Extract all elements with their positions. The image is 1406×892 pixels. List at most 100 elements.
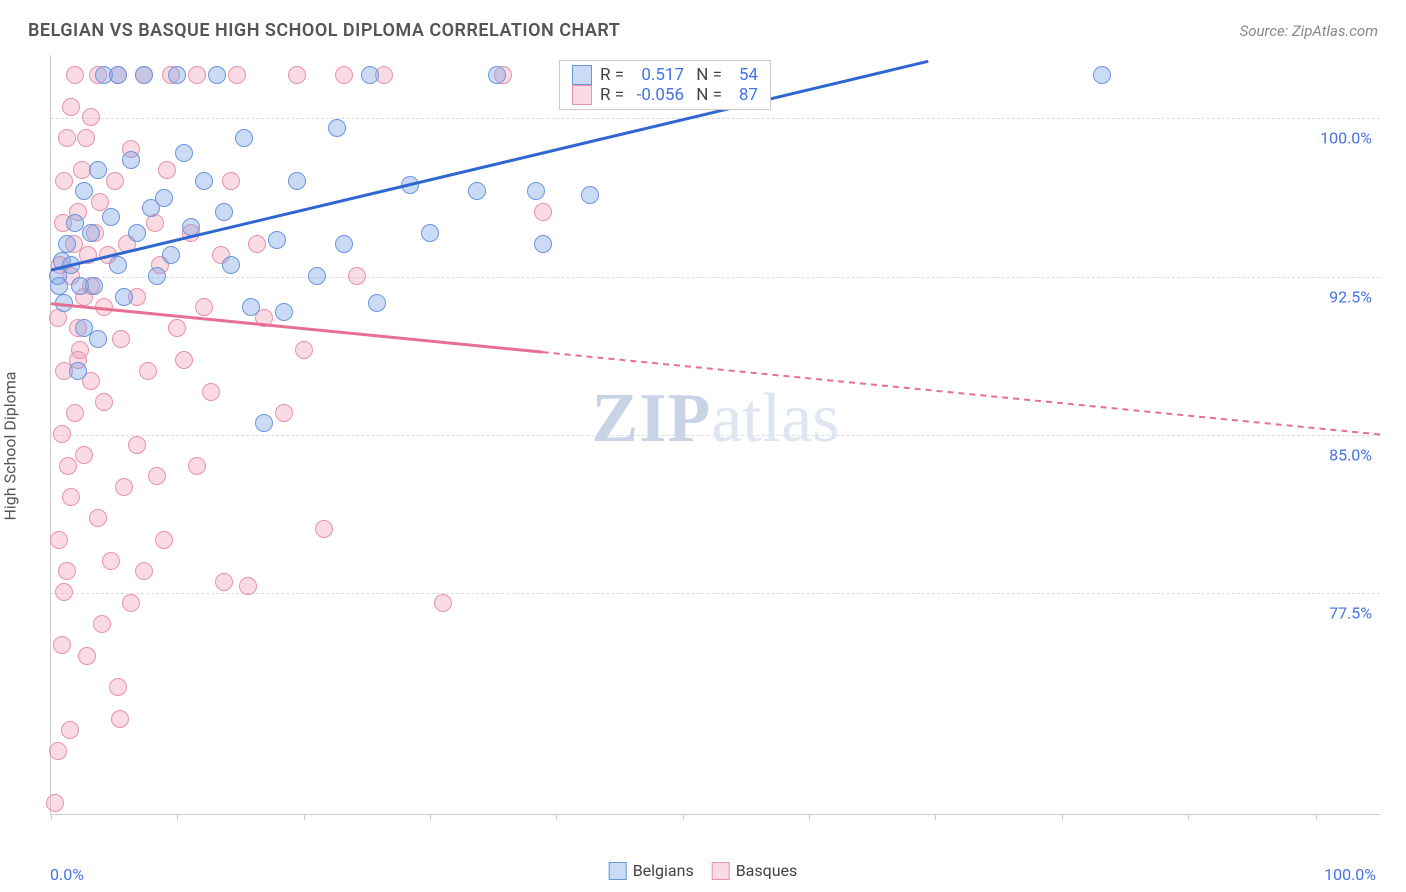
belgian-point: [308, 267, 326, 285]
belgian-point: [168, 66, 186, 84]
basque-point: [434, 594, 452, 612]
basque-point: [109, 678, 127, 696]
belgian-point: [102, 208, 120, 226]
belgian-point: [421, 224, 439, 242]
basque-point: [168, 319, 186, 337]
belgian-point: [255, 414, 273, 432]
basque-point: [62, 488, 80, 506]
basque-point: [50, 531, 68, 549]
basque-point: [348, 267, 366, 285]
basque-point: [79, 246, 97, 264]
legend-label: Belgians: [633, 861, 694, 880]
chart-plot-area: ZIPatlas 100.0%92.5%85.0%77.5% R =0.517 …: [50, 55, 1380, 815]
legend-item-belgians: Belgians: [609, 861, 694, 880]
basque-point: [128, 436, 146, 454]
x-tick: [1188, 814, 1189, 820]
belgian-point: [85, 277, 103, 295]
basque-point: [295, 341, 313, 359]
belgian-point: [335, 235, 353, 253]
x-tick: [556, 814, 557, 820]
belgian-point: [182, 218, 200, 236]
basque-point: [228, 66, 246, 84]
basque-point: [111, 710, 129, 728]
bottom-legend: Belgians Basques: [609, 861, 798, 880]
belgian-point: [368, 294, 386, 312]
belgian-point: [534, 235, 552, 253]
basque-point: [315, 520, 333, 538]
belgian-point: [109, 256, 127, 274]
belgian-point: [328, 119, 346, 137]
basque-point: [106, 172, 124, 190]
basque-point: [82, 108, 100, 126]
y-axis-label: High School Diploma: [1, 372, 20, 521]
x-tick: [809, 814, 810, 820]
basque-point: [175, 351, 193, 369]
basque-point: [222, 172, 240, 190]
basque-point: [95, 393, 113, 411]
belgian-point: [1093, 66, 1111, 84]
belgian-point: [66, 214, 84, 232]
belgian-point: [122, 151, 140, 169]
stats-row-basques: R =-0.056 N =87: [572, 85, 758, 105]
basque-point: [288, 66, 306, 84]
basque-point: [61, 721, 79, 739]
basque-point: [49, 742, 67, 760]
legend-item-basques: Basques: [712, 861, 798, 880]
belgian-point: [235, 129, 253, 147]
basque-point: [148, 467, 166, 485]
belgian-point: [75, 182, 93, 200]
basque-point: [55, 172, 73, 190]
basque-point: [135, 562, 153, 580]
x-tick: [1062, 814, 1063, 820]
belgian-point: [128, 224, 146, 242]
belgian-point: [215, 203, 233, 221]
belgian-point: [195, 172, 213, 190]
belgian-point: [82, 224, 100, 242]
basque-point: [275, 404, 293, 422]
basque-point: [248, 235, 266, 253]
belgian-point: [109, 66, 127, 84]
x-tick: [935, 814, 936, 820]
basque-point: [335, 66, 353, 84]
belgian-point: [242, 298, 260, 316]
legend-label: Basques: [736, 861, 798, 880]
belgian-point: [62, 256, 80, 274]
belgian-point: [268, 231, 286, 249]
basque-point: [155, 531, 173, 549]
basque-point: [195, 298, 213, 316]
basque-point: [95, 298, 113, 316]
belgian-point: [581, 186, 599, 204]
belgian-point: [115, 288, 133, 306]
basque-point: [188, 457, 206, 475]
basque-point: [58, 129, 76, 147]
belgian-point: [58, 235, 76, 253]
basques-legend-swatch-icon: [712, 862, 730, 880]
x-tick: [430, 814, 431, 820]
basque-point: [53, 425, 71, 443]
stats-row-belgians: R =0.517 N =54: [572, 65, 758, 85]
basque-point: [66, 404, 84, 422]
belgians-legend-swatch-icon: [609, 862, 627, 880]
belgian-point: [361, 66, 379, 84]
basque-point: [158, 161, 176, 179]
x-tick: [304, 814, 305, 820]
basque-point: [115, 478, 133, 496]
belgian-point: [401, 176, 419, 194]
basque-point: [59, 457, 77, 475]
basque-point: [202, 383, 220, 401]
source-label: Source: ZipAtlas.com: [1240, 22, 1378, 40]
basque-point: [188, 66, 206, 84]
belgian-point: [275, 303, 293, 321]
basque-point: [139, 362, 157, 380]
belgian-point: [222, 256, 240, 274]
x-tick: [1316, 814, 1317, 820]
belgian-point: [162, 246, 180, 264]
belgian-point: [50, 277, 68, 295]
basque-point: [78, 647, 96, 665]
belgian-point: [208, 66, 226, 84]
basque-point: [62, 98, 80, 116]
belgian-point: [468, 182, 486, 200]
basque-point: [215, 573, 233, 591]
basque-point: [75, 446, 93, 464]
basque-point: [89, 509, 107, 527]
